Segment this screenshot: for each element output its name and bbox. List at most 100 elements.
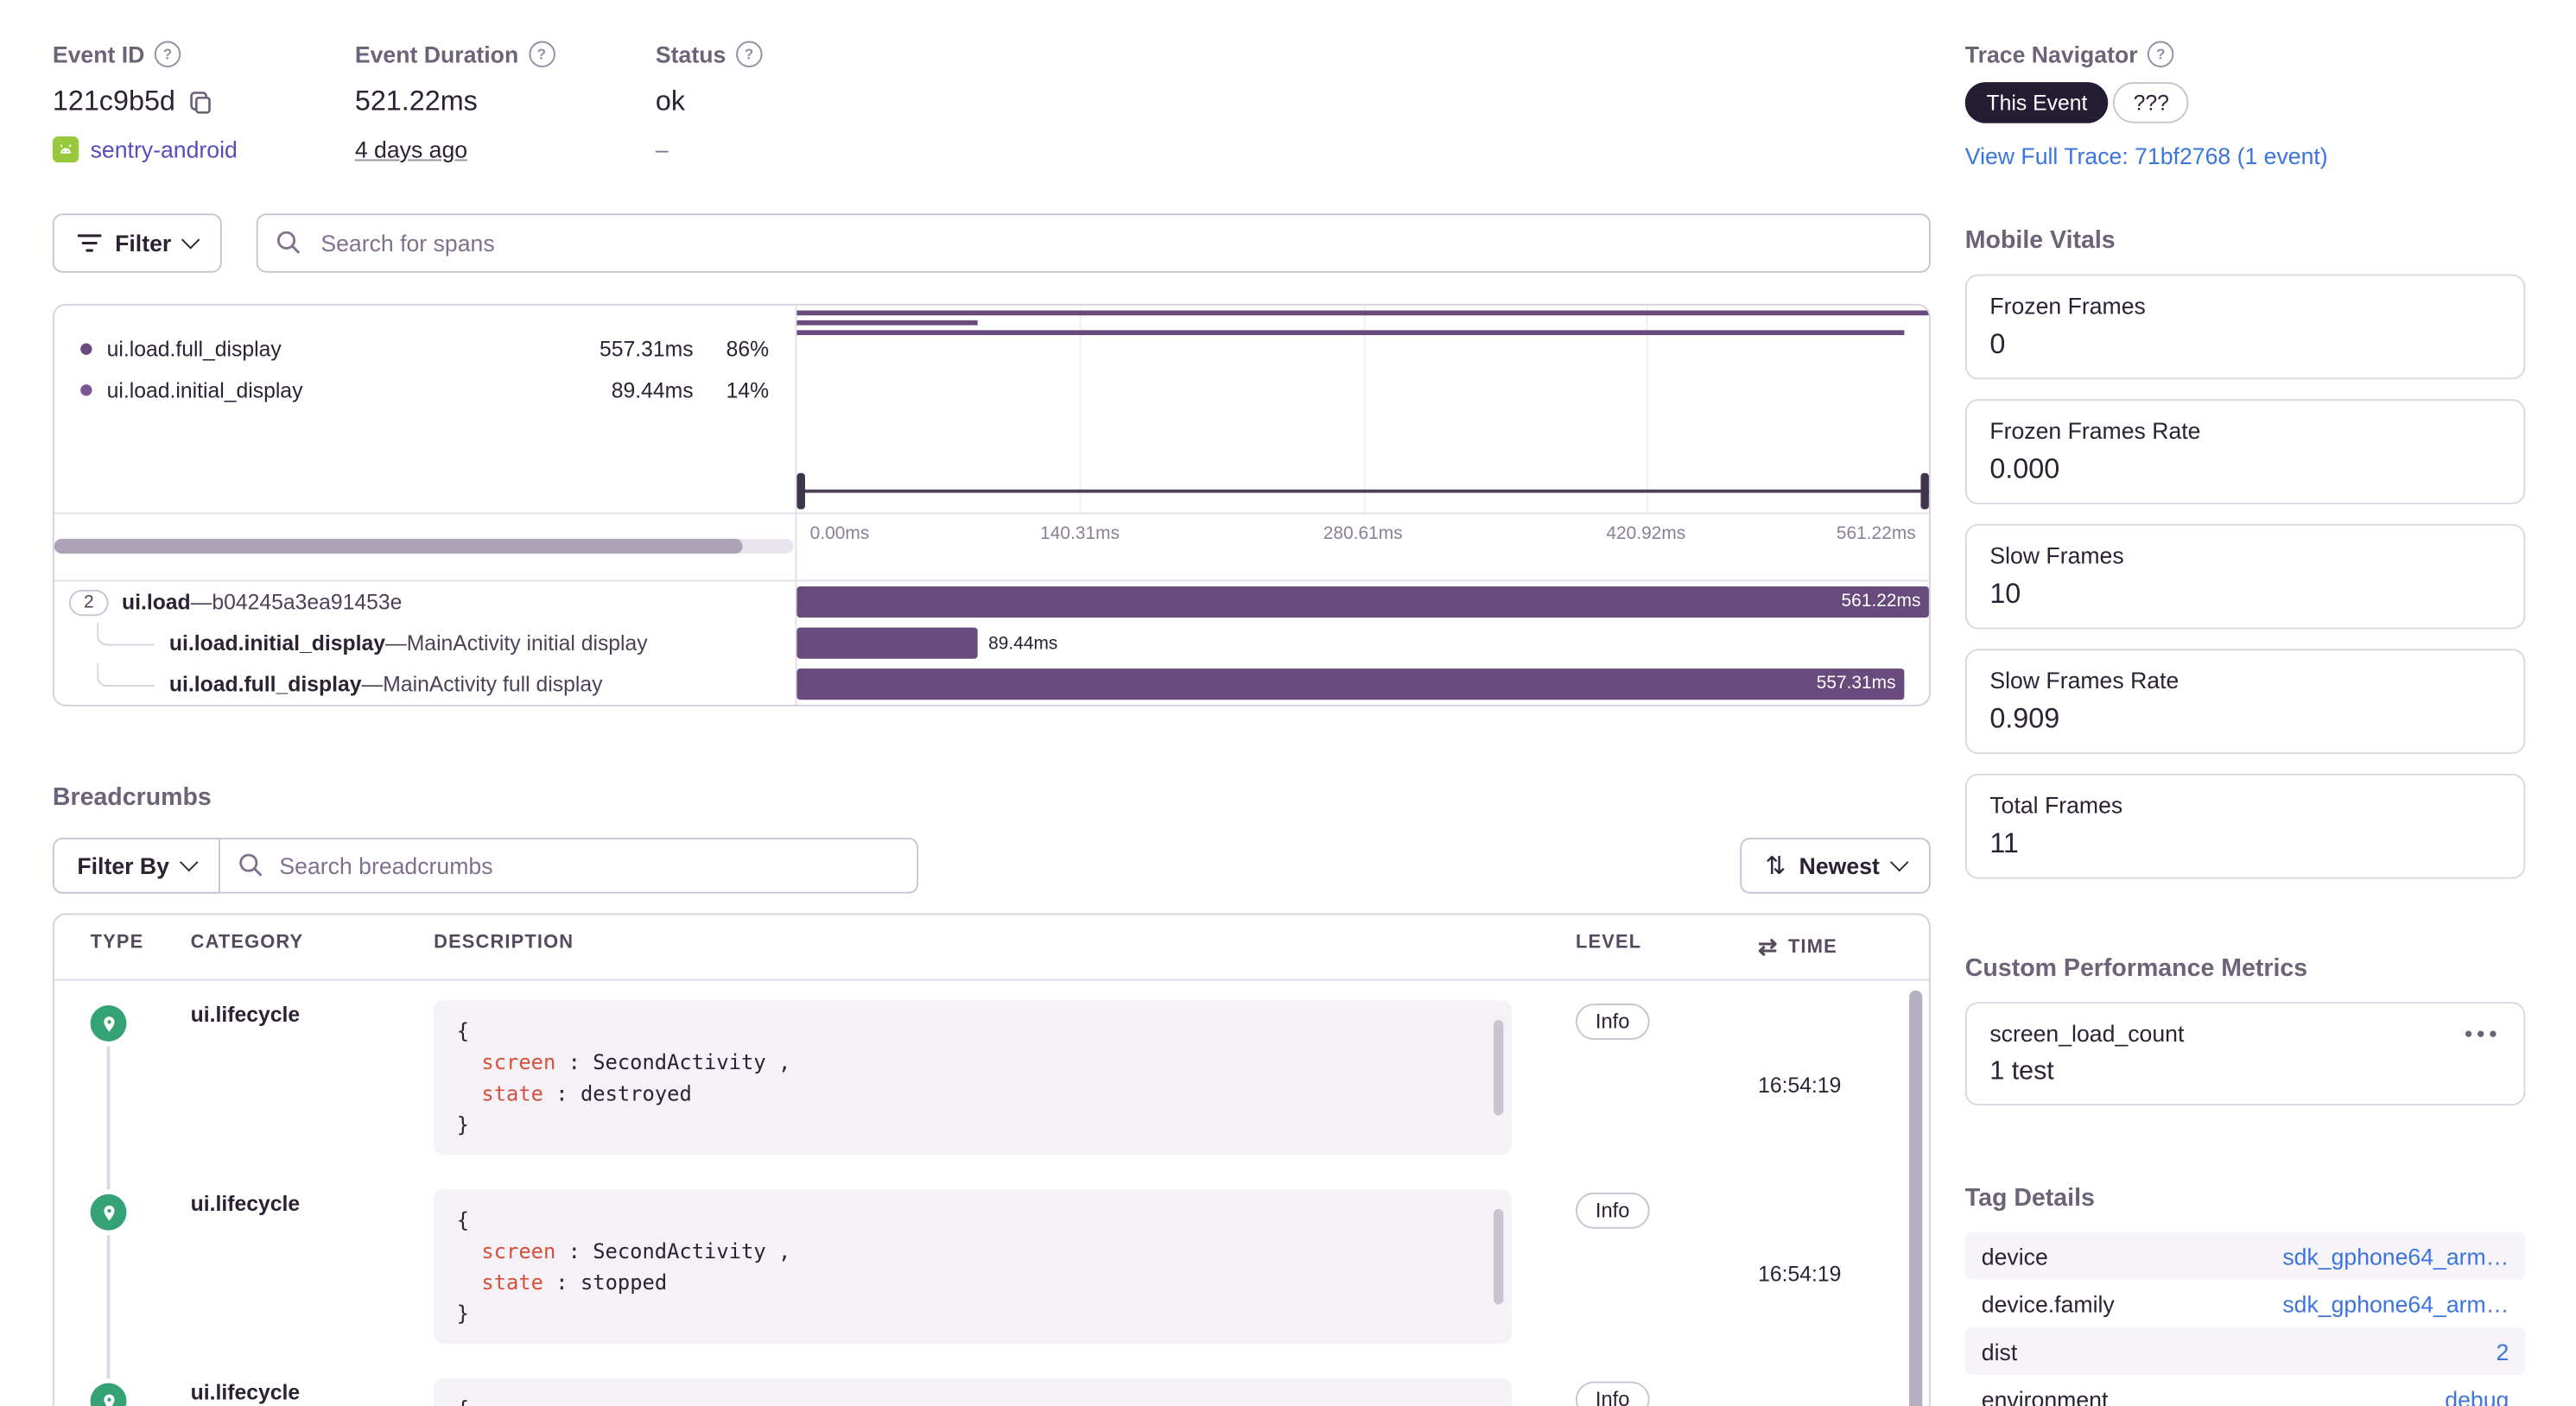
vital-label: Frozen Frames bbox=[1989, 292, 2146, 319]
help-icon[interactable]: ? bbox=[735, 41, 763, 67]
span-separator: — bbox=[361, 671, 384, 697]
legend-item[interactable]: ui.load.full_display 557.31ms 86% bbox=[80, 328, 769, 370]
tag-value-link[interactable]: sdk_gphone64_arm… bbox=[2282, 1242, 2509, 1270]
span-duration-label: 89.44ms bbox=[988, 633, 1058, 654]
breadcrumb-row[interactable]: ui.lifecycle { screen : SecondActivity ,… bbox=[54, 1169, 1929, 1358]
code-scrollbar-thumb[interactable] bbox=[1493, 1208, 1504, 1305]
legend-name: ui.load.initial_display bbox=[106, 377, 303, 402]
breadcrumb-code-block[interactable]: { bbox=[434, 1378, 1512, 1406]
breadcrumbs-list: ui.lifecycle { screen : SecondActivity ,… bbox=[54, 980, 1929, 1406]
help-icon[interactable]: ? bbox=[154, 41, 181, 67]
filter-by-label: Filter By bbox=[77, 852, 169, 879]
vital-card: Total Frames 11 bbox=[1964, 773, 2526, 879]
code-key: screen bbox=[481, 1049, 556, 1074]
span-search-input[interactable] bbox=[257, 213, 1931, 273]
breadcrumb-category: ui.lifecycle bbox=[190, 1190, 301, 1216]
tag-row: device sdk_gphone64_arm… bbox=[1964, 1232, 2526, 1280]
breadcrumbs-table: TYPE CATEGORY DESCRIPTION LEVEL ⇄ TIME bbox=[52, 913, 1931, 1406]
legend-item[interactable]: ui.load.initial_display 89.44ms 14% bbox=[80, 370, 769, 411]
span-duration-bar[interactable]: 557.31ms bbox=[796, 668, 1905, 700]
span-op: ui.load.initial_display bbox=[168, 630, 385, 656]
span-duration-bar[interactable] bbox=[796, 627, 977, 659]
span-children-badge[interactable]: 2 bbox=[68, 588, 109, 616]
span-op: ui.load bbox=[121, 589, 191, 615]
horizontal-scrollbar[interactable] bbox=[54, 538, 794, 554]
horizontal-scrollbar-thumb[interactable] bbox=[54, 538, 742, 554]
breadcrumb-time: 16:54:19 bbox=[1758, 1260, 1842, 1286]
breadcrumbs-search-input[interactable] bbox=[219, 838, 919, 894]
help-icon[interactable]: ? bbox=[528, 41, 555, 67]
mobile-vitals-heading: Mobile Vitals bbox=[1964, 226, 2116, 255]
event-id-block: Event ID ? 121c9b5d bbox=[52, 40, 355, 165]
span-tree-row[interactable]: ui.load.initial_display — MainActivity i… bbox=[54, 622, 1929, 664]
column-header-type: TYPE bbox=[90, 933, 144, 953]
this-event-pill[interactable]: This Event bbox=[1964, 82, 2110, 124]
next-event-pill[interactable]: ??? bbox=[2113, 82, 2189, 124]
breadcrumb-code-block[interactable]: { screen : SecondActivity , state : stop… bbox=[434, 1189, 1512, 1344]
span-legend: ui.load.full_display 557.31ms 86% ui.loa… bbox=[54, 305, 797, 513]
breadcrumb-row[interactable]: ui.lifecycle { screen : SecondActivity ,… bbox=[54, 980, 1929, 1169]
breadcrumbs-filter-button[interactable]: Filter By bbox=[52, 838, 220, 894]
breadcrumb-category: ui.lifecycle bbox=[190, 1379, 301, 1405]
minimap-gridline bbox=[1080, 305, 1082, 513]
view-full-trace-link[interactable]: View Full Trace: 71bf2768 (1 event) bbox=[1964, 142, 2328, 169]
breadcrumb-code-block[interactable]: { screen : SecondActivity , state : dest… bbox=[434, 1000, 1512, 1156]
main-column: Event ID ? 121c9b5d bbox=[52, 40, 1931, 1406]
breadcrumbs-scrollbar[interactable] bbox=[1909, 990, 1923, 1406]
breadcrumbs-scrollbar-thumb[interactable] bbox=[1909, 990, 1923, 1406]
breadcrumb-category: ui.lifecycle bbox=[190, 1002, 301, 1027]
legend-percent: 86% bbox=[726, 336, 770, 362]
breadcrumbs-sort-button[interactable]: ⇅ Newest bbox=[1740, 838, 1931, 894]
event-id-label: Event ID bbox=[52, 41, 145, 67]
minimap-span-bar bbox=[796, 310, 1929, 316]
sort-label: Newest bbox=[1799, 852, 1880, 879]
event-duration-label: Event Duration bbox=[354, 41, 519, 67]
filter-button[interactable]: Filter bbox=[52, 213, 223, 273]
level-badge[interactable]: Info bbox=[1576, 1381, 1650, 1406]
event-id-value: 121c9b5d bbox=[52, 85, 175, 117]
overflow-menu-icon[interactable]: ●●● bbox=[2464, 1024, 2501, 1042]
level-badge[interactable]: Info bbox=[1576, 1192, 1650, 1229]
copy-icon[interactable] bbox=[188, 90, 213, 115]
vital-value: 11 bbox=[1989, 827, 2019, 859]
breadcrumb-row[interactable]: ui.lifecycle { Info 16:54:18 bbox=[54, 1358, 1929, 1406]
vital-card: Slow Frames Rate 0.909 bbox=[1964, 649, 2526, 755]
code-scrollbar-thumb[interactable] bbox=[1493, 1020, 1504, 1116]
trace-navigator-label: Trace Navigator bbox=[1964, 41, 2138, 67]
span-tree-row[interactable]: 2 ui.load — b04245a3ea91453e 561.22ms bbox=[54, 581, 1929, 623]
span-controls: Filter bbox=[52, 213, 1931, 273]
tag-value-link[interactable]: debug bbox=[2445, 1385, 2509, 1406]
sidebar: Trace Navigator ? This Event ??? View Fu… bbox=[1964, 40, 2526, 1406]
tag-value-link[interactable]: 2 bbox=[2496, 1338, 2509, 1365]
minimap-right-handle[interactable] bbox=[1920, 472, 1929, 510]
column-header-level: LEVEL bbox=[1576, 933, 1642, 953]
level-badge[interactable]: Info bbox=[1576, 1004, 1650, 1040]
tag-key: device.family bbox=[1981, 1290, 2115, 1317]
span-tree-row[interactable]: ui.load.full_display — MainActivity full… bbox=[54, 663, 1929, 705]
chevron-down-icon bbox=[1889, 852, 1909, 872]
tag-row: environment debug bbox=[1965, 1375, 2526, 1406]
search-icon bbox=[238, 852, 263, 885]
vital-value: 0.909 bbox=[1989, 703, 2060, 735]
span-duration-label: 557.31ms bbox=[1816, 673, 1896, 694]
vital-card: Slow Frames 10 bbox=[1964, 523, 2526, 630]
minimap-span-bar bbox=[796, 330, 1905, 336]
location-pin-icon bbox=[90, 1194, 127, 1231]
tag-value-link[interactable]: sdk_gphone64_arm… bbox=[2282, 1290, 2509, 1317]
minimap-left-handle[interactable] bbox=[796, 472, 805, 510]
vital-label: Slow Frames bbox=[1989, 542, 2124, 569]
location-pin-icon bbox=[90, 1005, 127, 1042]
event-age[interactable]: 4 days ago bbox=[354, 136, 468, 163]
help-icon[interactable]: ? bbox=[2148, 41, 2174, 67]
project-link[interactable]: sentry-android bbox=[90, 136, 238, 163]
android-platform-icon bbox=[52, 136, 79, 163]
legend-dot-icon bbox=[80, 384, 92, 396]
legend-duration: 89.44ms bbox=[611, 377, 694, 402]
tag-row: dist 2 bbox=[1964, 1327, 2526, 1375]
event-duration-block: Event Duration ? 521.22ms 4 days ago bbox=[355, 40, 656, 165]
time-sort-icon: ⇄ bbox=[1758, 933, 1779, 960]
span-minimap[interactable] bbox=[796, 305, 1929, 513]
column-header-time[interactable]: ⇄ TIME bbox=[1716, 933, 1929, 960]
span-duration-bar[interactable]: 561.22ms bbox=[796, 586, 1929, 618]
